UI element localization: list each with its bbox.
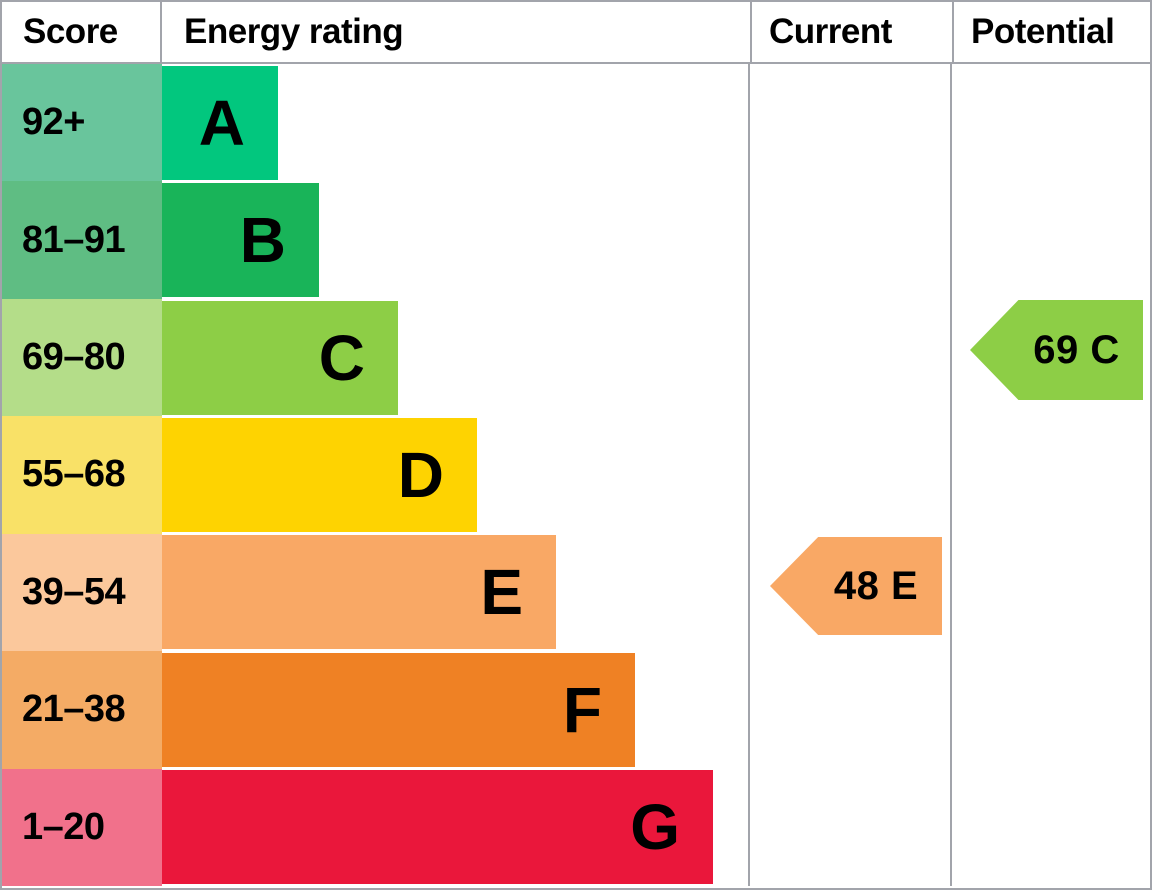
rating-bar-c: C bbox=[162, 300, 398, 415]
header-current: Current bbox=[752, 2, 954, 62]
score-cell-a: 92+ bbox=[2, 64, 162, 182]
band-row-e: 39–54 E bbox=[2, 533, 1150, 652]
score-cell-c: 69–80 bbox=[2, 298, 162, 417]
chart-body: 92+ A 81–91 B 69–80 C 55–68 D 39–54 E 21… bbox=[2, 64, 1150, 886]
column-divider-potential bbox=[950, 64, 952, 886]
band-rows: 92+ A 81–91 B 69–80 C 55–68 D 39–54 E 21… bbox=[2, 64, 1150, 886]
column-divider-current bbox=[748, 64, 750, 886]
band-row-f: 21–38 F bbox=[2, 651, 1150, 769]
band-row-g: 1–20 G bbox=[2, 768, 1150, 886]
score-cell-b: 81–91 bbox=[2, 181, 162, 299]
score-cell-f: 21–38 bbox=[2, 651, 162, 769]
rating-bar-d: D bbox=[162, 417, 477, 532]
chart-header: Score Energy rating Current Potential bbox=[2, 2, 1150, 64]
band-row-c: 69–80 C bbox=[2, 298, 1150, 417]
rating-bar-e: E bbox=[162, 535, 556, 650]
rating-bar-f: F bbox=[162, 652, 635, 767]
rating-bar-b: B bbox=[162, 183, 319, 298]
band-row-a: 92+ A bbox=[2, 64, 1150, 182]
band-row-b: 81–91 B bbox=[2, 181, 1150, 299]
band-row-d: 55–68 D bbox=[2, 416, 1150, 534]
header-potential: Potential bbox=[971, 12, 1115, 51]
rating-bar-a: A bbox=[162, 65, 278, 180]
header-energy-rating: Energy rating bbox=[162, 2, 752, 62]
score-cell-e: 39–54 bbox=[2, 533, 162, 652]
score-cell-d: 55–68 bbox=[2, 416, 162, 534]
header-score: Score bbox=[2, 2, 162, 62]
rating-bar-g: G bbox=[162, 770, 713, 885]
score-cell-g: 1–20 bbox=[2, 768, 162, 886]
